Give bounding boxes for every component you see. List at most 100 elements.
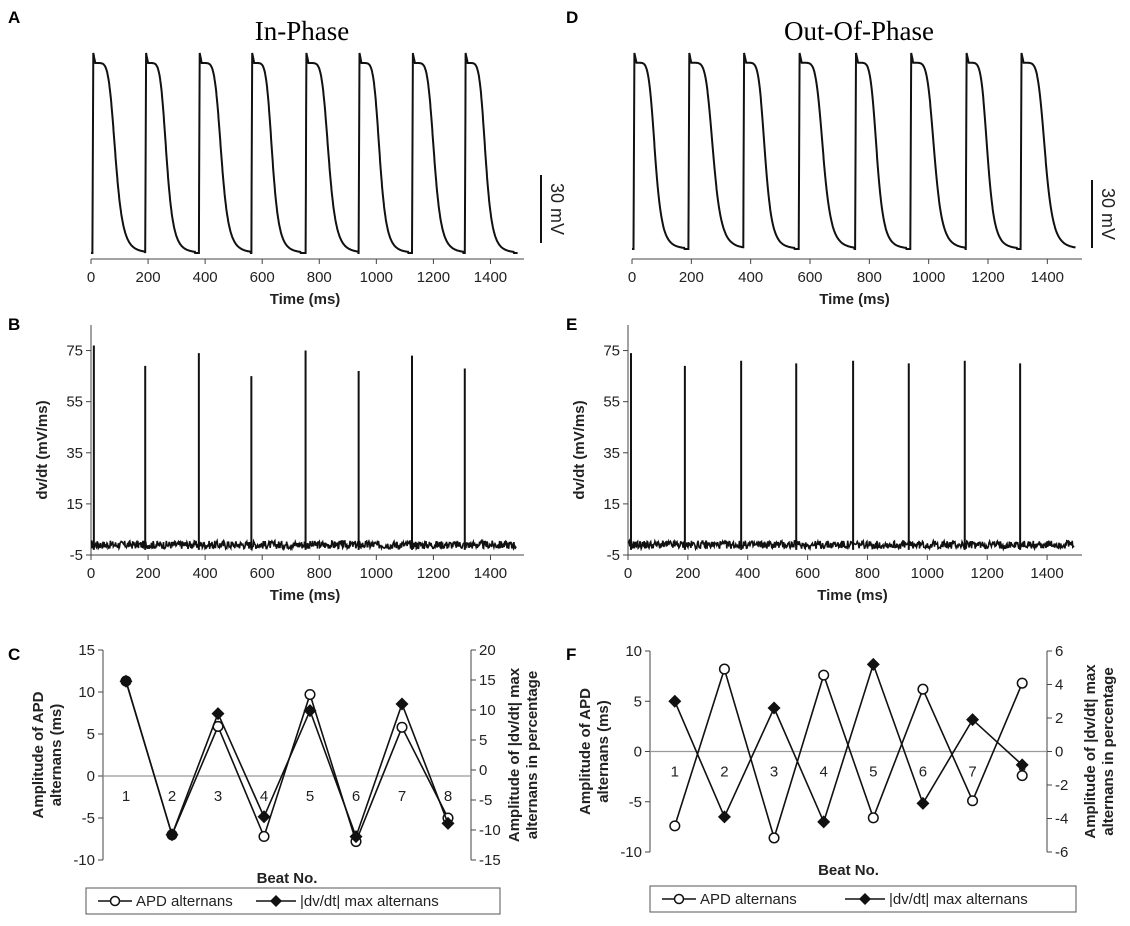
x-axis-label: Time (ms) — [817, 587, 888, 604]
dvdt-point — [767, 701, 781, 715]
y2-tick-label: -10 — [479, 822, 501, 839]
legend-marker-circle — [673, 893, 685, 905]
y-tick-label: -10 — [73, 852, 95, 869]
y-tick-label: 75 — [66, 343, 83, 360]
series-line — [674, 666, 1023, 841]
series-line — [674, 661, 1023, 825]
y2-tick-label: 0 — [479, 762, 487, 779]
apd-point-extra — [1016, 770, 1028, 782]
beat-number: 5 — [306, 788, 314, 805]
apd-point — [867, 812, 879, 824]
y-tick-label: -5 — [629, 794, 642, 811]
beat-number: 1 — [671, 764, 679, 781]
y2-tick-label: 10 — [479, 702, 496, 719]
beat-number: 3 — [214, 788, 222, 805]
x-tick-label: 800 — [307, 269, 332, 286]
apd-point — [718, 663, 730, 675]
y-tick-label: 5 — [634, 693, 642, 710]
dvdt-point — [1015, 758, 1029, 772]
x-tick-label: 1000 — [912, 269, 945, 286]
y2-tick-label: 4 — [1055, 677, 1063, 694]
x-axis-label: Time (ms) — [270, 587, 341, 604]
y-axis-label: dv/dt (mV/ms) — [571, 400, 588, 499]
beat-number: 4 — [260, 788, 268, 805]
y-tick-label: -5 — [70, 547, 83, 564]
y-tick-label: 15 — [78, 642, 95, 659]
x-tick-label: 0 — [87, 269, 95, 286]
y2-tick-label: 0 — [1055, 744, 1063, 761]
series-line — [125, 680, 449, 839]
y-tick-label: 10 — [78, 684, 95, 701]
y2-axis-label: alternans in percentage — [524, 671, 541, 839]
x-tick-label: 200 — [675, 565, 700, 582]
x-tick-label: 600 — [250, 565, 275, 582]
dvdt-point — [717, 810, 731, 824]
apd-point — [917, 683, 929, 695]
x-tick-label: 1200 — [417, 269, 450, 286]
beat-number: 1 — [122, 788, 130, 805]
dvdt-point — [916, 796, 930, 810]
x-tick-label: 800 — [307, 565, 332, 582]
panel-letter-b: B — [8, 315, 20, 334]
y-tick-label: 35 — [603, 445, 620, 462]
dvdt-point — [303, 704, 317, 718]
y2-tick-label: 5 — [479, 732, 487, 749]
x-axis-label: Beat No. — [818, 862, 879, 879]
beat-number: 2 — [720, 764, 728, 781]
x-tick-label: 200 — [136, 565, 161, 582]
y-tick-label: 0 — [87, 768, 95, 785]
y-tick-label: 75 — [603, 343, 620, 360]
y2-axis-label: Amplitude of |dv/dt| max — [1082, 664, 1099, 839]
legend-label: APD alternans — [136, 893, 233, 910]
y-tick-label: 10 — [625, 643, 642, 660]
panel-letter-c: C — [8, 645, 20, 664]
y-tick-label: 15 — [603, 496, 620, 513]
y2-tick-label: 6 — [1055, 643, 1063, 660]
y-tick-label: 55 — [603, 394, 620, 411]
scale-bar-label: 30 mV — [547, 183, 567, 235]
x-tick-label: 0 — [628, 269, 636, 286]
x-tick-label: 400 — [738, 269, 763, 286]
y2-tick-label: -5 — [479, 792, 492, 809]
beat-number: 6 — [919, 764, 927, 781]
dvdt-point — [441, 816, 455, 830]
x-tick-label: 800 — [855, 565, 880, 582]
x-tick-label: 600 — [797, 269, 822, 286]
x-tick-label: 1400 — [1031, 269, 1064, 286]
y2-tick-label: -4 — [1055, 811, 1068, 828]
dvdt-point — [966, 713, 980, 727]
ap-trace — [91, 52, 518, 254]
x-tick-label: 1400 — [474, 565, 507, 582]
x-tick-label: 400 — [193, 565, 218, 582]
x-tick-label: 1000 — [911, 565, 944, 582]
apd-point — [1016, 677, 1028, 689]
panel-letter-f: F — [566, 645, 576, 664]
x-axis-label: Time (ms) — [819, 291, 890, 308]
apd-point — [304, 688, 316, 701]
beat-number: 5 — [869, 764, 877, 781]
y-tick-label: 35 — [66, 445, 83, 462]
beat-number: 4 — [820, 764, 828, 781]
dvdt-point — [395, 697, 409, 711]
y-tick-label: 15 — [66, 496, 83, 513]
x-axis-label: Beat No. — [257, 870, 318, 887]
beat-number: 2 — [168, 788, 176, 805]
x-axis-label: Time (ms) — [270, 291, 341, 308]
dvdt-point — [817, 815, 831, 829]
y-tick-label: -10 — [620, 844, 642, 861]
apd-point — [768, 832, 780, 844]
y2-tick-label: -2 — [1055, 777, 1068, 794]
scale-bar-label: 30 mV — [1098, 188, 1118, 240]
panel-letter-d: D — [566, 8, 578, 27]
x-tick-label: 200 — [136, 269, 161, 286]
y-axis-label: dv/dt (mV/ms) — [34, 400, 51, 499]
y2-tick-label: 2 — [1055, 710, 1063, 727]
y2-tick-label: -15 — [479, 852, 501, 869]
x-tick-label: 0 — [87, 565, 95, 582]
y-tick-label: 55 — [66, 394, 83, 411]
beat-number: 7 — [398, 788, 406, 805]
y-tick-label: 5 — [87, 726, 95, 743]
y-axis-label: alternans (ms) — [595, 700, 612, 803]
x-tick-label: 800 — [857, 269, 882, 286]
apd-point — [396, 721, 408, 733]
